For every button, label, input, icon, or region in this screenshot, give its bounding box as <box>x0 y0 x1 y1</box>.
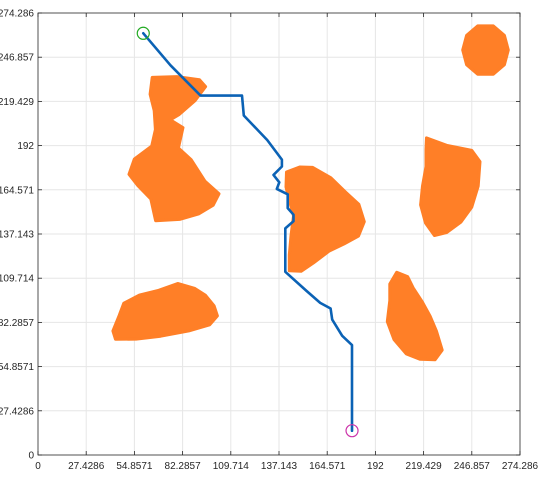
y-tick-label: 219.429 <box>0 97 34 108</box>
markers-layer <box>136 26 359 438</box>
x-tick-label: 109.714 <box>213 461 250 472</box>
y-tick-label: 164.571 <box>0 185 34 196</box>
goal-marker <box>345 424 359 438</box>
x-tick-label: 192 <box>367 461 384 472</box>
y-tick-label: 82.2857 <box>0 318 34 329</box>
x-tick-label: 246.857 <box>454 461 491 472</box>
planned-path-line <box>142 31 354 433</box>
y-axis-tick-labels: 0 27.4286 54.8571 82.2857 109.714 137.143 164.… <box>0 9 34 462</box>
y-tick-label: 274.286 <box>0 9 34 20</box>
y-tick-label: 246.857 <box>0 53 34 64</box>
y-tick-label: 27.4286 <box>0 406 34 417</box>
x-tick-label: 137.143 <box>261 461 298 472</box>
x-tick-label: 219.429 <box>406 461 443 472</box>
x-tick-label: 54.8571 <box>116 461 153 472</box>
y-tick-label: 54.8571 <box>0 362 34 373</box>
obstacle-shape <box>419 136 482 237</box>
y-tick-label: 109.714 <box>0 274 34 285</box>
x-tick-label: 27.4286 <box>68 461 105 472</box>
x-axis-tick-labels: 0 27.4286 54.8571 82.2857 109.714 137.143 164.… <box>35 461 538 472</box>
obstacle-shape <box>127 75 221 223</box>
obstacles-layer <box>111 24 510 362</box>
obstacle-shape <box>385 270 444 362</box>
y-tick-label: 137.143 <box>0 230 34 241</box>
tick-marks <box>37 12 521 456</box>
start-marker <box>136 26 150 40</box>
x-tick-label: 164.571 <box>309 461 346 472</box>
obstacle-shape <box>461 24 510 76</box>
y-tick-label: 192 <box>17 141 34 152</box>
x-tick-label: 0 <box>35 461 41 472</box>
path-layer <box>142 31 354 433</box>
y-tick-label: 0 <box>28 451 34 462</box>
obstacle-shape <box>111 282 219 341</box>
x-tick-label: 274.286 <box>502 461 539 472</box>
x-tick-label: 82.2857 <box>165 461 202 472</box>
